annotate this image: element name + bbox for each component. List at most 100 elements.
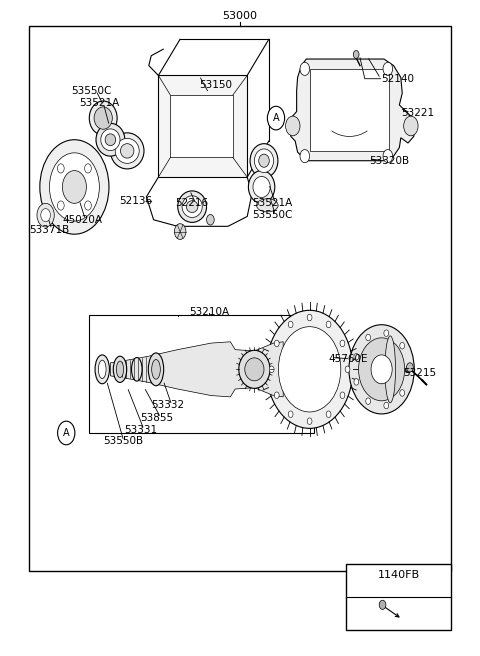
- Ellipse shape: [253, 176, 270, 197]
- Circle shape: [267, 106, 285, 130]
- Circle shape: [307, 418, 312, 424]
- Circle shape: [340, 392, 345, 398]
- Ellipse shape: [385, 336, 396, 403]
- Circle shape: [353, 51, 359, 58]
- Circle shape: [49, 153, 99, 221]
- Ellipse shape: [148, 353, 164, 386]
- Text: A: A: [63, 428, 70, 438]
- Ellipse shape: [117, 361, 124, 378]
- Circle shape: [288, 321, 293, 328]
- Text: 53855: 53855: [141, 413, 174, 423]
- Circle shape: [58, 164, 64, 173]
- Text: A: A: [273, 113, 279, 123]
- Circle shape: [174, 224, 186, 239]
- Circle shape: [366, 398, 371, 404]
- Circle shape: [354, 354, 359, 360]
- Ellipse shape: [250, 144, 278, 178]
- Circle shape: [41, 209, 50, 222]
- Ellipse shape: [259, 154, 269, 167]
- Ellipse shape: [98, 360, 106, 379]
- Text: 53550B: 53550B: [103, 436, 144, 447]
- Circle shape: [400, 390, 405, 396]
- Circle shape: [366, 335, 371, 341]
- Ellipse shape: [115, 138, 139, 163]
- Ellipse shape: [105, 134, 116, 146]
- Circle shape: [383, 62, 393, 75]
- Ellipse shape: [249, 171, 275, 203]
- Circle shape: [275, 392, 279, 398]
- Circle shape: [266, 310, 353, 428]
- Ellipse shape: [186, 201, 198, 213]
- Text: 52140: 52140: [382, 73, 415, 84]
- Circle shape: [345, 366, 350, 373]
- Polygon shape: [289, 59, 415, 161]
- Text: 53210A: 53210A: [189, 306, 229, 317]
- Ellipse shape: [178, 191, 206, 222]
- Ellipse shape: [132, 358, 142, 381]
- Ellipse shape: [120, 144, 134, 158]
- Bar: [89, 315, 314, 433]
- Text: 53150: 53150: [199, 80, 232, 91]
- Ellipse shape: [113, 356, 127, 382]
- Bar: [29, 26, 451, 571]
- Circle shape: [62, 171, 86, 203]
- Circle shape: [300, 150, 310, 163]
- Text: 52136: 52136: [119, 196, 152, 207]
- Bar: [346, 564, 451, 630]
- Circle shape: [40, 140, 109, 234]
- Text: 45020A: 45020A: [62, 215, 102, 225]
- Ellipse shape: [152, 359, 160, 379]
- Ellipse shape: [89, 101, 117, 135]
- Text: 53550C: 53550C: [71, 85, 111, 96]
- Bar: [310, 69, 389, 151]
- Text: 53521A: 53521A: [252, 198, 292, 209]
- Circle shape: [278, 327, 341, 412]
- Ellipse shape: [239, 350, 270, 388]
- Text: 53371B: 53371B: [29, 224, 69, 235]
- Text: 45760E: 45760E: [329, 354, 368, 364]
- Circle shape: [326, 411, 331, 417]
- Text: 53215: 53215: [403, 367, 436, 378]
- Ellipse shape: [95, 355, 109, 384]
- Circle shape: [407, 363, 413, 372]
- Circle shape: [354, 379, 359, 385]
- Circle shape: [404, 116, 418, 136]
- Circle shape: [37, 203, 54, 227]
- Circle shape: [340, 340, 345, 346]
- Circle shape: [288, 411, 293, 417]
- Circle shape: [383, 150, 393, 163]
- Text: 52216: 52216: [175, 198, 208, 209]
- Circle shape: [379, 600, 386, 609]
- Circle shape: [275, 340, 279, 346]
- Text: 53000: 53000: [223, 11, 257, 22]
- Ellipse shape: [94, 107, 112, 129]
- Text: 1140FB: 1140FB: [377, 570, 420, 581]
- Circle shape: [58, 201, 64, 210]
- Ellipse shape: [245, 358, 264, 380]
- Circle shape: [384, 330, 389, 337]
- Circle shape: [58, 421, 75, 445]
- Circle shape: [84, 164, 91, 173]
- Circle shape: [307, 314, 312, 321]
- Polygon shape: [110, 342, 283, 397]
- Ellipse shape: [182, 195, 202, 218]
- Circle shape: [300, 62, 310, 75]
- Ellipse shape: [96, 123, 125, 156]
- Ellipse shape: [254, 149, 274, 173]
- Text: 53221: 53221: [401, 108, 434, 118]
- Text: 53320B: 53320B: [370, 155, 410, 166]
- Text: 53521A: 53521A: [79, 98, 120, 108]
- Circle shape: [406, 366, 411, 373]
- Text: 53550C: 53550C: [252, 210, 292, 220]
- Bar: [170, 95, 233, 157]
- Circle shape: [400, 342, 405, 349]
- Ellipse shape: [101, 129, 120, 150]
- Circle shape: [384, 402, 389, 409]
- Circle shape: [286, 116, 300, 136]
- Circle shape: [371, 355, 392, 384]
- Ellipse shape: [110, 133, 144, 169]
- Text: 53331: 53331: [124, 424, 157, 435]
- Circle shape: [326, 321, 331, 328]
- Bar: [158, 75, 247, 177]
- Circle shape: [84, 201, 91, 210]
